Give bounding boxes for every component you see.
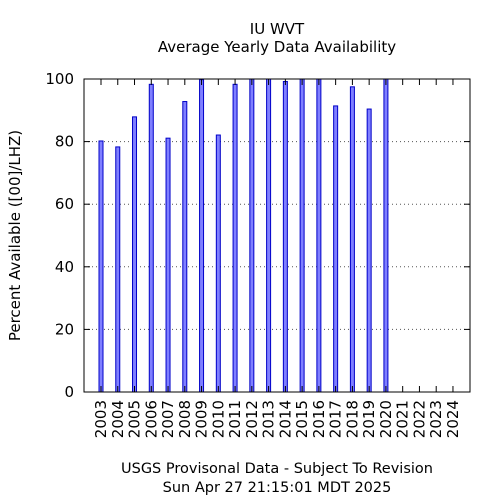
bar-series <box>98 78 389 393</box>
bar-2004 <box>115 146 121 393</box>
x-tick-labels: 2003200420052006200720082009201020112012… <box>92 400 462 438</box>
bar-2016 <box>316 78 322 393</box>
x-tick-label: 2007 <box>159 400 177 438</box>
x-tick-label: 2005 <box>126 400 144 438</box>
y-tick-label: 20 <box>55 320 74 338</box>
bar-2006 <box>148 83 154 393</box>
x-tick-label: 2004 <box>109 400 127 438</box>
footer-disclaimer: USGS Provisonal Data - Subject To Revisi… <box>121 461 433 477</box>
bar-2010 <box>215 134 221 393</box>
x-tick-label: 2022 <box>410 400 428 438</box>
y-tick-label: 0 <box>64 383 74 401</box>
y-tick-label: 100 <box>45 70 74 88</box>
y-tick-label: 80 <box>55 133 74 151</box>
bar-2014 <box>282 81 288 393</box>
bar-2017 <box>333 105 339 393</box>
bar-2012 <box>249 78 255 393</box>
x-tick-label: 2018 <box>343 400 361 438</box>
x-tick-label: 2008 <box>176 400 194 438</box>
y-tick-labels: 0 20 40 60 80 100 <box>45 70 74 401</box>
bar-2013 <box>266 78 272 393</box>
x-tick-label: 2010 <box>209 400 227 438</box>
bar-2009 <box>199 79 205 393</box>
bar-2003 <box>98 140 104 393</box>
x-tick-label: 2003 <box>92 400 110 438</box>
bar-2011 <box>232 83 238 393</box>
footer-timestamp: Sun Apr 27 21:15:01 MDT 2025 <box>163 480 392 496</box>
bar-2019 <box>366 108 372 393</box>
bar-2020 <box>383 78 389 393</box>
x-tick-label: 2020 <box>377 400 395 438</box>
x-tick-label: 2013 <box>260 400 278 438</box>
x-tick-label: 2019 <box>360 400 378 438</box>
axis-ticks <box>84 78 470 393</box>
y-tick-label: 60 <box>55 195 74 213</box>
x-tick-label: 2006 <box>142 400 160 438</box>
grid-lines <box>84 141 470 330</box>
y-tick-label: 40 <box>55 258 74 276</box>
x-tick-label: 2015 <box>293 400 311 438</box>
chart-subtitle: Average Yearly Data Availability <box>158 38 396 56</box>
bar-2007 <box>165 137 171 393</box>
x-tick-label: 2009 <box>193 400 211 438</box>
x-tick-label: 2011 <box>226 400 244 438</box>
x-tick-label: 2021 <box>394 400 412 438</box>
plot-frame <box>83 78 471 393</box>
bar-2005 <box>132 116 138 393</box>
x-tick-label: 2016 <box>310 400 328 438</box>
x-tick-label: 2023 <box>427 400 445 438</box>
chart-title: IU WVT <box>250 20 305 38</box>
bar-2015 <box>299 78 305 393</box>
x-tick-label: 2014 <box>276 400 294 438</box>
bar-2008 <box>182 101 188 393</box>
x-tick-label: 2012 <box>243 400 261 438</box>
y-axis-label: Percent Available ([00]/LHZ) <box>6 130 24 341</box>
x-tick-label: 2024 <box>444 400 462 438</box>
bar-2018 <box>349 86 355 393</box>
x-tick-label: 2017 <box>327 400 345 438</box>
